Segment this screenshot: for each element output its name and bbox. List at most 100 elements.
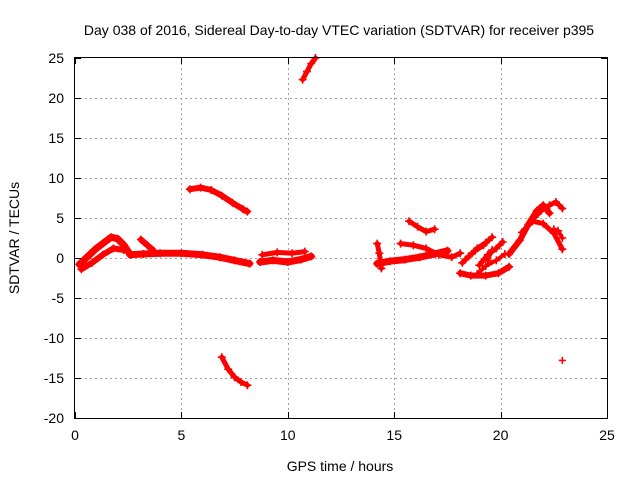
data-point-marker <box>256 258 265 266</box>
data-point-marker <box>298 75 307 84</box>
x-tick-label: 10 <box>280 427 296 443</box>
data-point-marker <box>224 365 233 374</box>
data-point-marker <box>396 239 405 248</box>
data-point-marker <box>492 244 501 253</box>
data-point-marker <box>473 270 482 278</box>
data-point-marker <box>551 198 560 206</box>
axis-ticks: 0 5 10 15 20 25 25 20 15 10 5 0 -5 -10 -15 -20 <box>44 50 615 443</box>
x-axis-label: GPS time / hours <box>287 458 394 474</box>
data-point-marker <box>481 238 490 247</box>
data-point-marker <box>505 262 514 271</box>
data-point-marker <box>177 249 186 258</box>
data-point-marker <box>488 233 497 242</box>
data-point-marker <box>481 271 490 280</box>
data-point-marker <box>83 252 92 261</box>
series-trace <box>466 234 495 259</box>
data-point-marker <box>558 234 567 242</box>
data-point-marker <box>196 183 205 192</box>
data-point-marker <box>473 244 482 253</box>
data-point-marker <box>230 256 239 265</box>
data-point-marker <box>488 246 497 254</box>
series-seg-b <box>77 244 128 274</box>
data-point-marker <box>228 198 237 207</box>
data-point-marker <box>494 269 503 278</box>
data-point-marker <box>207 186 216 194</box>
data-point-marker <box>258 250 267 259</box>
y-tick-label: -10 <box>44 330 64 346</box>
x-tick-label: 5 <box>178 427 186 443</box>
data-point-marker <box>373 239 382 248</box>
data-point-marker <box>300 247 309 256</box>
data-point-marker <box>498 238 507 246</box>
series-seg-e <box>256 252 316 266</box>
y-tick-label: -5 <box>52 290 65 306</box>
data-point-marker <box>415 253 424 262</box>
data-point-marker <box>149 246 158 255</box>
data-point-marker <box>119 246 128 254</box>
y-tick-label: 10 <box>48 170 64 186</box>
series-trace <box>186 184 251 215</box>
data-point-marker <box>307 59 316 68</box>
data-point-marker <box>549 225 558 234</box>
data-point-marker <box>236 378 245 386</box>
data-point-marker <box>302 67 311 76</box>
data-point-marker <box>377 264 386 273</box>
series-trace <box>75 233 134 268</box>
data-point-marker <box>217 353 226 362</box>
data-point-marker <box>483 256 492 265</box>
data-point-marker <box>558 356 566 364</box>
data-point-marker <box>430 225 439 234</box>
data-point-marker <box>539 219 548 228</box>
data-point-marker <box>422 227 431 236</box>
series-trace <box>475 252 507 276</box>
series-outlier <box>558 356 566 364</box>
data-point-marker <box>230 373 239 382</box>
x-tick-label: 15 <box>386 427 402 443</box>
data-point-marker <box>400 255 409 264</box>
data-point-marker <box>413 222 422 231</box>
data-point-marker <box>143 241 152 250</box>
data-point-marker <box>409 241 418 250</box>
data-point-marker <box>88 258 97 267</box>
grid <box>75 58 607 418</box>
data-point-marker <box>307 252 316 261</box>
data-point-marker <box>545 209 554 218</box>
series-seg-k <box>373 239 386 273</box>
data-point-marker <box>243 207 252 216</box>
y-tick-label: 25 <box>48 50 64 66</box>
data-point-marker <box>217 191 226 200</box>
chart-title: Day 038 of 2016, Sidereal Day-to-day VTE… <box>84 22 594 38</box>
data-point-marker <box>113 234 122 243</box>
y-tick-label: 15 <box>48 130 64 146</box>
data-point-marker <box>492 256 501 265</box>
series-seg-n <box>456 262 514 280</box>
data-point-marker <box>245 259 254 268</box>
data-point-marker <box>75 260 84 269</box>
series-trace <box>506 202 553 257</box>
series-trace <box>406 218 438 235</box>
series-trace <box>519 218 565 252</box>
data-point-marker <box>517 228 526 237</box>
y-tick-label: 20 <box>48 90 64 106</box>
data-point-marker <box>215 253 224 262</box>
data-point-marker <box>434 250 443 259</box>
series-seg-f <box>258 247 309 259</box>
data-point-marker <box>443 246 452 255</box>
data-point-marker <box>296 255 305 264</box>
data-point-marker <box>530 213 539 222</box>
data-point-marker <box>385 257 394 266</box>
data-point-marker <box>92 244 101 253</box>
plot-frame <box>74 57 608 419</box>
data-point-marker <box>136 235 145 244</box>
data-point-marker <box>268 256 277 265</box>
data-point-marker <box>243 381 252 390</box>
series-seg-l <box>396 239 465 262</box>
y-tick-label: -15 <box>44 370 64 386</box>
data-point-marker <box>375 249 384 258</box>
data-point-marker <box>456 269 465 278</box>
series-seg-i <box>217 353 252 390</box>
y-tick-label: 0 <box>56 250 64 266</box>
series-seg-d <box>136 235 158 255</box>
data-point-marker <box>283 258 292 266</box>
